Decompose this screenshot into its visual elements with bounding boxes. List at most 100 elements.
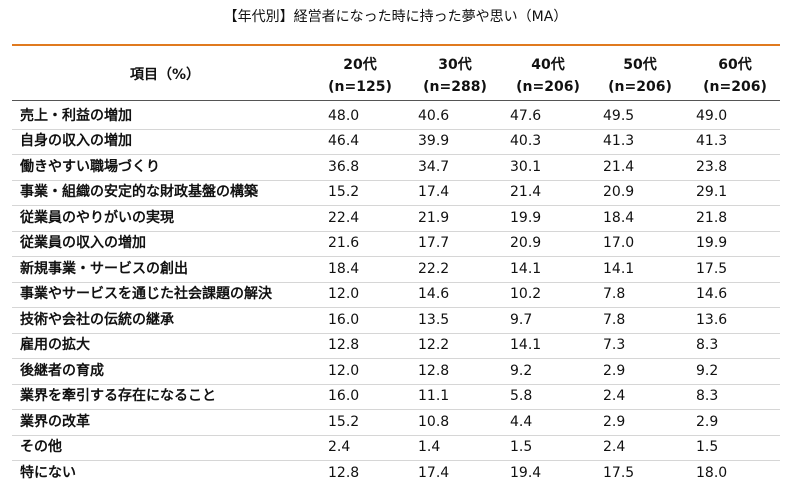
column-age: 30代 (438, 57, 472, 73)
cell-value: 21.8 (696, 210, 728, 226)
cell-value: 46.4 (328, 133, 360, 149)
cell-value: 23.8 (696, 159, 728, 175)
row-rule (12, 129, 780, 130)
cell-value: 40.3 (510, 133, 542, 149)
row-rule (12, 154, 780, 155)
cell-value: 47.6 (510, 108, 542, 124)
cell-value: 18.4 (328, 261, 360, 277)
cell-value: 12.8 (418, 363, 450, 379)
cell-value: 2.9 (696, 414, 719, 430)
cell-value: 19.9 (510, 210, 542, 226)
column-n: (n=288) (423, 79, 487, 95)
row-label: 従業員のやりがいの実現 (20, 210, 174, 226)
cell-value: 7.3 (603, 337, 626, 353)
cell-value: 2.4 (328, 439, 351, 455)
cell-value: 12.8 (328, 337, 360, 353)
column-n: (n=206) (608, 79, 672, 95)
row-label: 自身の収入の増加 (20, 133, 132, 149)
cell-value: 2.9 (603, 363, 626, 379)
header-rule (12, 100, 780, 101)
cell-value: 4.4 (510, 414, 533, 430)
cell-value: 14.1 (603, 261, 635, 277)
row-label: 従業員の収入の増加 (20, 235, 146, 251)
cell-value: 18.0 (696, 465, 728, 481)
cell-value: 36.8 (328, 159, 360, 175)
cell-value: 40.6 (418, 108, 450, 124)
cell-value: 10.2 (510, 286, 542, 302)
cell-value: 17.5 (696, 261, 728, 277)
row-label: 技術や会社の伝統の継承 (20, 312, 174, 328)
cell-value: 16.0 (328, 388, 360, 404)
cell-value: 20.9 (603, 184, 635, 200)
cell-value: 12.0 (328, 363, 360, 379)
column-age: 60代 (718, 57, 752, 73)
cell-value: 11.1 (418, 388, 450, 404)
row-label: 新規事業・サービスの創出 (20, 261, 188, 277)
cell-value: 12.2 (418, 337, 450, 353)
cell-value: 18.4 (603, 210, 635, 226)
cell-value: 8.3 (696, 388, 719, 404)
cell-value: 9.2 (696, 363, 719, 379)
row-rule (12, 384, 780, 385)
cell-value: 12.0 (328, 286, 360, 302)
cell-value: 19.9 (696, 235, 728, 251)
row-rule (12, 256, 780, 257)
cell-value: 1.5 (696, 439, 719, 455)
accent-rule (12, 44, 780, 46)
row-label: 売上・利益の増加 (20, 108, 132, 124)
cell-value: 29.1 (696, 184, 728, 200)
cell-value: 14.1 (510, 261, 542, 277)
item-header: 項目（%） (129, 67, 201, 83)
row-label: 業界を牽引する存在になること (20, 388, 216, 404)
cell-value: 5.8 (510, 388, 533, 404)
column-age: 20代 (343, 57, 377, 73)
cell-value: 7.8 (603, 312, 626, 328)
cell-value: 2.4 (603, 439, 626, 455)
cell-value: 14.1 (510, 337, 542, 353)
row-rule (12, 282, 780, 283)
row-rule (12, 435, 780, 436)
cell-value: 9.2 (510, 363, 533, 379)
cell-value: 41.3 (603, 133, 635, 149)
cell-value: 34.7 (418, 159, 450, 175)
cell-value: 2.9 (603, 414, 626, 430)
cell-value: 22.2 (418, 261, 450, 277)
cell-value: 41.3 (696, 133, 728, 149)
row-label: 雇用の拡大 (20, 337, 90, 353)
cell-value: 21.4 (510, 184, 542, 200)
cell-value: 1.4 (418, 439, 441, 455)
title: 【年代別】経営者になった時に持った夢や思い（MA） (223, 9, 568, 25)
cell-value: 1.5 (510, 439, 533, 455)
cell-value: 22.4 (328, 210, 360, 226)
cell-value: 17.4 (418, 184, 450, 200)
column-n: (n=206) (703, 79, 767, 95)
column-n: (n=206) (516, 79, 580, 95)
row-label: 事業やサービスを通じた社会課題の解決 (20, 286, 272, 302)
row-label: 特にない (20, 465, 76, 481)
cell-value: 15.2 (328, 414, 360, 430)
row-label: その他 (20, 439, 62, 455)
row-label: 事業・組織の安定的な財政基盤の構築 (20, 184, 258, 200)
cell-value: 8.3 (696, 337, 719, 353)
row-rule (12, 460, 780, 461)
cell-value: 16.0 (328, 312, 360, 328)
cell-value: 2.4 (603, 388, 626, 404)
cell-value: 13.6 (696, 312, 728, 328)
cell-value: 15.2 (328, 184, 360, 200)
row-rule (12, 307, 780, 308)
column-age: 40代 (531, 57, 565, 73)
row-label: 業界の改革 (20, 414, 90, 430)
row-rule (12, 358, 780, 359)
cell-value: 21.4 (603, 159, 635, 175)
cell-value: 17.0 (603, 235, 635, 251)
cell-value: 30.1 (510, 159, 542, 175)
cell-value: 17.5 (603, 465, 635, 481)
cell-value: 13.5 (418, 312, 450, 328)
cell-value: 14.6 (418, 286, 450, 302)
row-rule (12, 409, 780, 410)
column-age: 50代 (623, 57, 657, 73)
row-rule (12, 180, 780, 181)
cell-value: 10.8 (418, 414, 450, 430)
row-rule (12, 333, 780, 334)
